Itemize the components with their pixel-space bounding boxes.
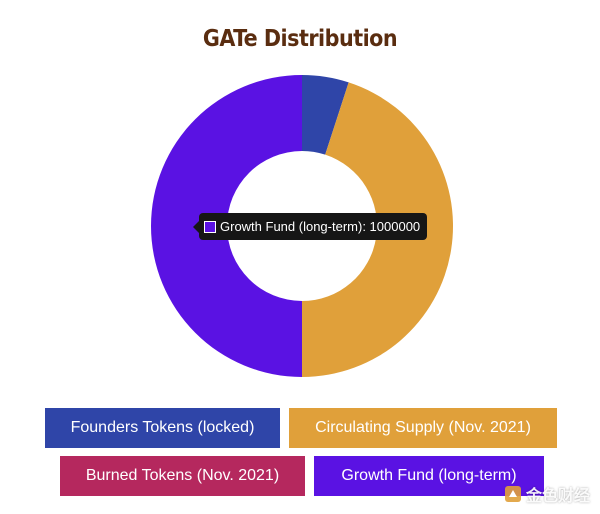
watermark-text: 金色财经 [525, 486, 590, 505]
watermark: 金色财经 [504, 482, 590, 506]
chart-tooltip: Growth Fund (long-term): 1000000 [192, 213, 428, 240]
tooltip-color-swatch [204, 220, 216, 233]
tooltip-text: Growth Fund (long-term): 1000000 [220, 219, 421, 234]
donut-slice-founders-tokens-locked[interactable] [302, 75, 349, 155]
chart-title: GATe Distribution [202, 26, 398, 52]
legend-item-growth-fund[interactable]: Growth Fund (long-term) [314, 456, 544, 496]
legend-item-circulating-supply[interactable]: Circulating Supply (Nov. 2021) [289, 408, 557, 448]
legend-label: Circulating Supply (Nov. 2021) [315, 419, 531, 436]
legend-label: Burned Tokens (Nov. 2021) [85, 467, 280, 484]
legend-item-burned-tokens[interactable]: Burned Tokens (Nov. 2021) [60, 456, 305, 496]
jinse-logo-icon [504, 486, 521, 502]
legend-item-founders-tokens[interactable]: Founders Tokens (locked) [45, 408, 280, 448]
legend-label: Growth Fund (long-term) [341, 467, 517, 484]
legend-label: Founders Tokens (locked) [70, 419, 255, 436]
